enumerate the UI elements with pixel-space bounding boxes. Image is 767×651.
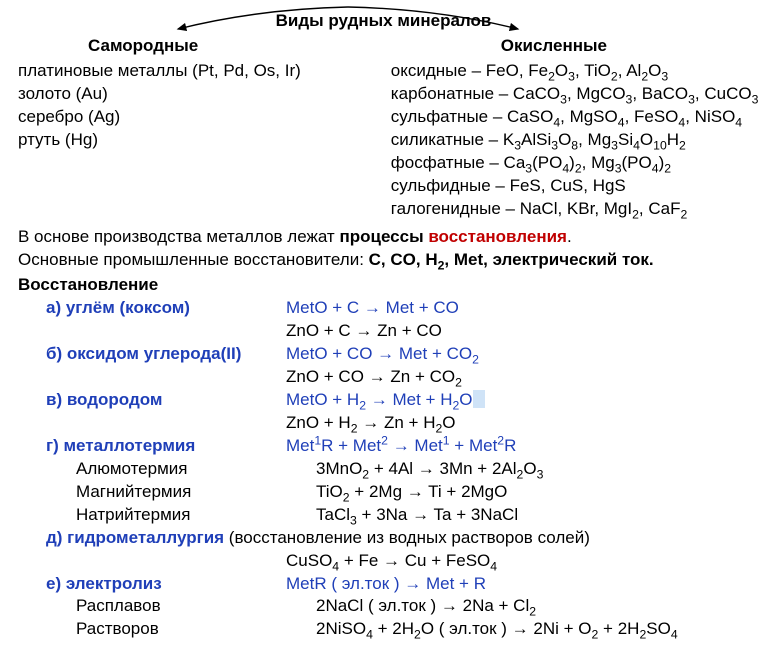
method-subrow: МагнийтермияTiO2 + 2Mg → Ti + 2MgO — [18, 481, 749, 504]
method-subequation: TiO2 + 2Mg → Ti + 2MgO — [316, 481, 749, 504]
method-equation-example: ZnO + H2 → Zn + H2O — [286, 412, 749, 435]
native-item: серебро (Ag) — [18, 106, 391, 129]
method-equation-example: ZnO + CO → Zn + CO2 — [286, 366, 749, 389]
method-sublabel: Расплавов — [18, 595, 316, 618]
method-equation-example: ZnO + C → Zn + CO — [286, 320, 749, 343]
method-row: д) гидрометаллургия (восстановление из в… — [18, 527, 749, 550]
p2-pre: Основные промышленные восстановители: — [18, 250, 369, 269]
method-subequation: TaCl3 + 3Na → Ta + 3NaCl — [316, 504, 749, 527]
p1-pre: В основе производства металлов лежат — [18, 227, 339, 246]
section-heading: Восстановление — [18, 274, 749, 297]
method-row: ZnO + H2 → Zn + H2O — [18, 412, 749, 435]
method-sublabel: Магнийтермия — [18, 481, 316, 504]
oxidized-item: сульфатные – CaSO4, MgSO4, FeSO4, NiSO4 — [391, 106, 759, 129]
method-subrow: НатрийтермияTaCl3 + 3Na → Ta + 3NaCl — [18, 504, 749, 527]
oxidized-item: галогенидные – NaCl, KBr, MgI2, CaF2 — [391, 198, 759, 221]
method-equation-generic: МetO + CO → Met + CO2 — [286, 343, 749, 366]
heading-oxidized: Окисленные — [461, 35, 767, 58]
oxidized-item: сульфидные – FeS, CuS, HgS — [391, 175, 759, 198]
oxidized-item: оксидные – FeO, Fe2O3, TiO2, Al2O3 — [391, 60, 759, 83]
method-equation-generic: МetO + H2 → Met + H2O — [286, 389, 749, 412]
method-sublabel: Алюмотермия — [18, 458, 316, 481]
method-label: д) гидрометаллургия (восстановление из в… — [18, 527, 590, 550]
method-row: ZnO + CO → Zn + CO2 — [18, 366, 749, 389]
oxidized-item: фосфатные – Ca3(PO4)2, Mg3(PO4)2 — [391, 152, 759, 175]
method-subrow: Расплавов2NaCl ( эл.ток ) → 2Na + Cl2 — [18, 595, 749, 618]
method-row: г) металлотермияMet1R + Met2 → Met1 + Me… — [18, 435, 749, 458]
method-sublabel: Растворов — [18, 618, 316, 641]
method-equation-generic: Met1R + Met2 → Met1 + Met2R — [286, 435, 749, 458]
oxidized-item: карбонатные – CaCO3, MgCO3, BaCO3, CuCO3 — [391, 83, 759, 106]
method-row: б) оксидом углерода(II)МetO + CO → Met +… — [18, 343, 749, 366]
p1-red: восстановления — [428, 227, 567, 246]
method-subrow: Растворов2NiSO4 + 2H2O ( эл.ток ) → 2Ni … — [18, 618, 749, 641]
method-label: г) металлотермия — [18, 435, 286, 458]
native-item: ртуть (Hg) — [18, 129, 391, 152]
paragraph-basis: В основе производства металлов лежат про… — [18, 226, 749, 249]
paragraph-reducers: Основные промышленные восстановители: C,… — [18, 249, 749, 272]
native-item: золото (Au) — [18, 83, 391, 106]
method-row: в) водородомМetO + H2 → Met + H2O — [18, 389, 749, 412]
method-sublabel: Натрийтермия — [18, 504, 316, 527]
method-subequation: 2NiSO4 + 2H2O ( эл.ток ) → 2Ni + O2 + 2H… — [316, 618, 749, 641]
p1-post: . — [567, 227, 572, 246]
method-label: а) углём (коксом) — [18, 297, 286, 320]
heading-native: Самородные — [18, 35, 461, 58]
method-label: е) электролиз — [18, 573, 286, 596]
method-row: CuSO4 + Fe → Cu + FeSO4 — [18, 550, 749, 573]
method-row: а) углём (коксом)МetO + C → Met + CO — [18, 297, 749, 320]
method-row: е) электролизМetR ( эл.ток ) → Met + R — [18, 573, 749, 596]
p2-bold: C, CO, H2, Met, электрический ток. — [369, 250, 654, 269]
method-equation-generic: МetR ( эл.ток ) → Met + R — [286, 573, 749, 596]
method-label: в) водородом — [18, 389, 286, 412]
oxidized-item: силикатные – K3AlSi3O8, Mg3Si4O10H2 — [391, 129, 759, 152]
method-equation-example: CuSO4 + Fe → Cu + FeSO4 — [286, 550, 749, 573]
method-equation-generic: МetO + C → Met + CO — [286, 297, 749, 320]
method-row: ZnO + C → Zn + CO — [18, 320, 749, 343]
method-subrow: Алюмотермия3MnO2 + 4Al → 3Mn + 2Al2O3 — [18, 458, 749, 481]
native-item: платиновые металлы (Pt, Pd, Os, Ir) — [18, 60, 391, 83]
p1-bold: процессы — [339, 227, 428, 246]
method-label: б) оксидом углерода(II) — [18, 343, 286, 366]
method-subequation: 3MnO2 + 4Al → 3Mn + 2Al2O3 — [316, 458, 749, 481]
method-subequation: 2NaCl ( эл.ток ) → 2Na + Cl2 — [316, 595, 749, 618]
